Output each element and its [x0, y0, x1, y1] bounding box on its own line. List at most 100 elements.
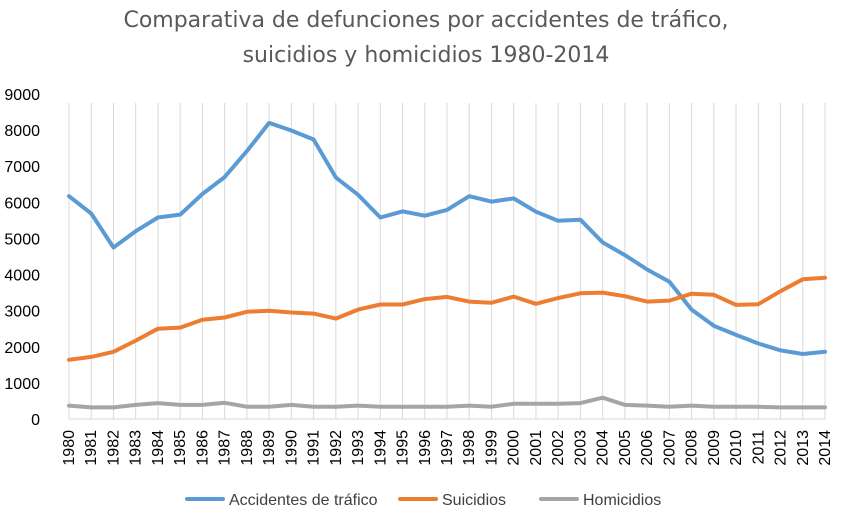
legend: Accidentes de tráficoSuicidiosHomicidios [187, 492, 661, 509]
x-tick-label-2007: 2007 [661, 430, 678, 466]
series-1-point-1988 [245, 150, 248, 153]
x-tick-label-1992: 1992 [328, 430, 345, 466]
series-3-point-2014 [824, 406, 827, 409]
chart-title: Comparativa de defunciones por accidente… [123, 8, 728, 68]
x-tick-label-2003: 2003 [572, 430, 589, 466]
series-3-point-1981 [90, 406, 93, 409]
series-1-point-1991 [312, 138, 315, 141]
series-1-point-2009 [712, 324, 715, 327]
series-1-point-2013 [801, 353, 804, 356]
y-tick-label-8000: 8000 [4, 123, 40, 140]
series-1-point-2005 [623, 254, 626, 257]
x-tick-label-1987: 1987 [217, 430, 234, 466]
series-2-point-2002 [557, 297, 560, 300]
line-chart: Comparativa de defunciones por accidente… [0, 0, 841, 517]
chart-title-line-1: Comparativa de defunciones por accidente… [123, 8, 728, 33]
legend-label-2: Suicidios [442, 492, 506, 509]
series-3-point-2001 [534, 402, 537, 405]
series-2-point-2012 [779, 290, 782, 293]
series-3-point-2002 [557, 402, 560, 405]
series-2-point-2009 [712, 293, 715, 296]
y-tick-label-9000: 9000 [4, 87, 40, 104]
series-3-point-1998 [468, 404, 471, 407]
series-3-point-2012 [779, 406, 782, 409]
x-tick-label-1999: 1999 [483, 430, 500, 466]
series-2-point-1988 [245, 310, 248, 313]
series-1-point-1999 [490, 200, 493, 203]
series-2-point-1986 [201, 318, 204, 321]
series-1-point-2002 [557, 219, 560, 222]
series-2-point-1984 [156, 327, 159, 330]
series-1-point-1995 [401, 210, 404, 213]
series-3-point-1992 [334, 405, 337, 408]
series-2-point-2011 [757, 303, 760, 306]
series-1-point-1994 [379, 216, 382, 219]
series-1-point-1990 [290, 129, 293, 132]
x-tick-label-2005: 2005 [617, 430, 634, 466]
series-3-point-1986 [201, 403, 204, 406]
series-2-point-2005 [623, 295, 626, 298]
series-3-point-2000 [512, 402, 515, 405]
series-2-point-1995 [401, 303, 404, 306]
series-1-point-2008 [690, 308, 693, 311]
x-tick-label-1981: 1981 [83, 430, 100, 466]
x-tick-label-1980: 1980 [61, 430, 78, 466]
series-2-point-1981 [90, 355, 93, 358]
series-3-point-1989 [268, 405, 271, 408]
series-2-point-2004 [601, 291, 604, 294]
series-1-point-1986 [201, 193, 204, 196]
series-2-point-2008 [690, 292, 693, 295]
series-1-point-1987 [223, 176, 226, 179]
series-1-point-1984 [156, 216, 159, 219]
chart-container: Comparativa de defunciones por accidente… [0, 0, 841, 517]
y-tick-label-7000: 7000 [4, 159, 40, 176]
series-2-point-1982 [112, 350, 115, 353]
x-tick-label-1983: 1983 [128, 430, 145, 466]
series-1-point-2012 [779, 349, 782, 352]
y-tick-label-6000: 6000 [4, 195, 40, 212]
series-2-point-1993 [357, 308, 360, 311]
x-tick-label-2011: 2011 [750, 430, 767, 465]
y-tick-label-4000: 4000 [4, 268, 40, 285]
series-3-point-1991 [312, 405, 315, 408]
series-1-point-2000 [512, 197, 515, 200]
series-3-point-2011 [757, 405, 760, 408]
series-1-point-1989 [268, 121, 271, 124]
y-tick-label-0: 0 [31, 412, 40, 429]
series-3-point-1987 [223, 401, 226, 404]
x-tick-label-1998: 1998 [461, 430, 478, 466]
series-2-point-1999 [490, 301, 493, 304]
series-3-point-1980 [68, 404, 71, 407]
x-tick-label-2004: 2004 [595, 430, 612, 466]
series-2-point-1983 [134, 339, 137, 342]
series-1-point-1980 [68, 195, 71, 198]
x-tick-label-1988: 1988 [239, 430, 256, 466]
series-2-point-2007 [668, 299, 671, 302]
series-1-point-1997 [446, 208, 449, 211]
x-tick-label-2001: 2001 [528, 430, 545, 466]
x-tick-label-1996: 1996 [417, 430, 434, 466]
series-3-point-2010 [735, 405, 738, 408]
x-tick-label-1993: 1993 [350, 430, 367, 466]
y-tick-label-5000: 5000 [4, 231, 40, 248]
x-tick-label-2002: 2002 [550, 430, 567, 466]
series-3-point-2008 [690, 404, 693, 407]
series-1-point-2007 [668, 280, 671, 283]
series-3-point-1997 [446, 405, 449, 408]
series-1-point-1982 [112, 246, 115, 249]
x-tick-label-2010: 2010 [728, 430, 745, 466]
series-3-point-2004 [601, 396, 604, 399]
series-1-point-2003 [579, 218, 582, 221]
series-3-point-2013 [801, 406, 804, 409]
series-3-point-1982 [112, 406, 115, 409]
series-3-point-1985 [179, 403, 182, 406]
x-tick-label-1986: 1986 [194, 430, 211, 466]
x-tick-label-1990: 1990 [283, 430, 300, 466]
x-tick-label-2000: 2000 [506, 430, 523, 466]
chart-title-line-2: suicidios y homicidios 1980-2014 [243, 43, 610, 68]
series-2-point-2006 [646, 300, 649, 303]
series-2-point-2010 [735, 303, 738, 306]
series-2-point-1996 [423, 298, 426, 301]
series-2-point-2013 [801, 278, 804, 281]
x-tick-label-2014: 2014 [817, 430, 834, 466]
